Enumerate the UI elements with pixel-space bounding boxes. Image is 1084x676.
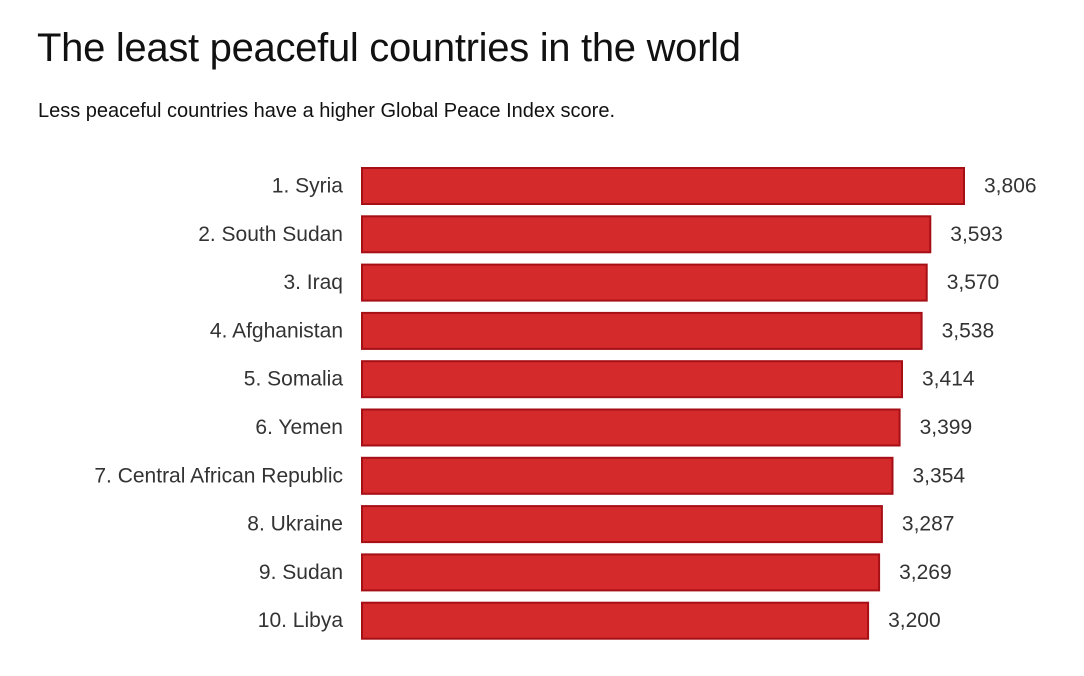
category-label: 7. Central African Republic <box>94 464 343 487</box>
value-label: 3,354 <box>913 464 966 487</box>
value-label: 3,200 <box>888 609 941 632</box>
value-label: 3,414 <box>922 368 975 391</box>
bar <box>361 456 894 495</box>
bar <box>361 263 928 302</box>
bar <box>361 215 932 254</box>
value-label: 3,287 <box>902 513 955 536</box>
category-label: 2. South Sudan <box>198 223 343 246</box>
category-label: 4. Afghanistan <box>210 319 343 342</box>
value-label: 3,570 <box>947 271 1000 294</box>
bar <box>361 360 903 399</box>
value-label: 3,399 <box>920 416 973 439</box>
chart-title: The least peaceful countries in the worl… <box>37 26 741 70</box>
category-label: 1. Syria <box>272 175 344 198</box>
bar <box>361 601 870 640</box>
category-label: 5. Somalia <box>244 368 344 391</box>
value-label: 3,269 <box>899 561 952 584</box>
value-label: 3,538 <box>942 319 995 342</box>
value-label: 3,806 <box>984 175 1037 198</box>
bar <box>361 311 923 350</box>
bar <box>361 408 901 447</box>
bar <box>361 505 883 544</box>
chart-subtitle: Less peaceful countries have a higher Gl… <box>38 100 616 122</box>
bar <box>361 167 965 205</box>
category-label: 6. Yemen <box>255 416 343 439</box>
value-label: 3,593 <box>950 223 1003 246</box>
category-label: 3. Iraq <box>283 271 343 294</box>
category-label: 9. Sudan <box>259 561 343 584</box>
bar <box>361 553 881 592</box>
category-label: 8. Ukraine <box>247 513 343 536</box>
category-label: 10. Libya <box>258 609 344 632</box>
